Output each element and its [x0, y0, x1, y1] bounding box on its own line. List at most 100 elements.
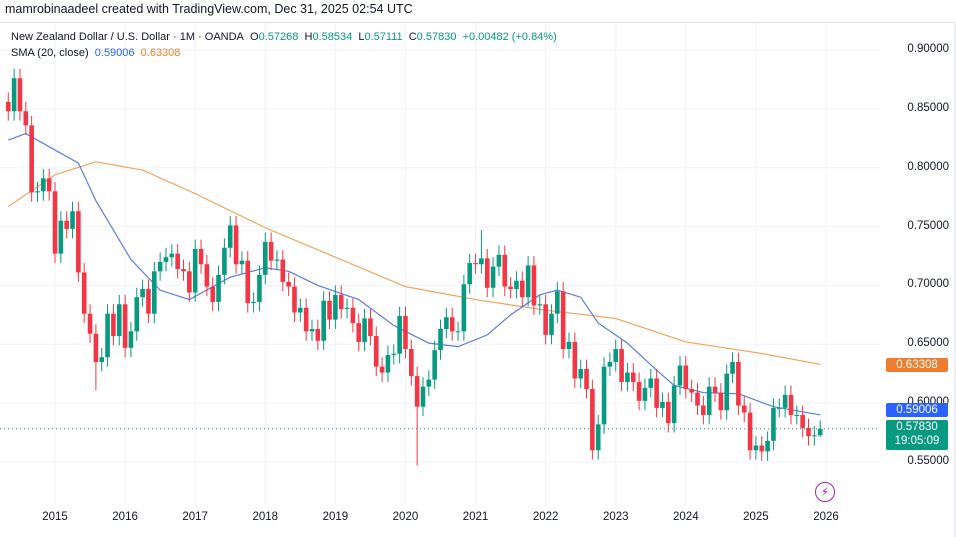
candle-body [169, 253, 175, 258]
candle [654, 369, 659, 418]
candle [642, 378, 648, 411]
candle-body [303, 307, 309, 332]
candle [122, 294, 128, 358]
candle-body [601, 366, 607, 425]
candle-body [41, 178, 46, 192]
candle [181, 259, 186, 281]
candle [788, 385, 794, 425]
candle [420, 377, 426, 417]
candle [216, 265, 221, 312]
time-tick-label: 2025 [743, 511, 769, 523]
candle [724, 364, 730, 420]
candle [17, 68, 23, 121]
candle [741, 396, 747, 422]
sma-label[interactable]: SMA (20, close) [11, 47, 89, 59]
candle [210, 277, 216, 312]
candle-body [216, 274, 221, 302]
candle [578, 359, 583, 388]
candle [373, 326, 379, 377]
candle-body [140, 288, 145, 298]
close-value: 0.57830 [416, 31, 457, 43]
candle-body [473, 263, 478, 265]
sma-slow-price-tag: 0.63308 [886, 358, 948, 372]
candle-body [344, 307, 350, 309]
time-tick-label: 2020 [392, 511, 419, 523]
candle-body [76, 211, 81, 273]
candle-body [338, 294, 344, 309]
candle-body [706, 386, 712, 415]
candle-body [262, 241, 268, 275]
candle-body [356, 323, 362, 342]
candle [128, 321, 134, 358]
candle [794, 405, 800, 425]
candle [455, 321, 461, 341]
candle-body [175, 253, 180, 269]
candle-body [730, 361, 735, 374]
candle [175, 244, 180, 279]
chart-frame[interactable] [0, 22, 955, 537]
candles [5, 68, 823, 466]
time-tick-label: 2019 [322, 511, 349, 523]
candle [280, 250, 286, 292]
candle [479, 230, 484, 274]
candle-body [292, 286, 297, 313]
candle [666, 392, 671, 433]
candle-body [782, 394, 788, 408]
candle [519, 271, 525, 307]
candle-body [23, 111, 29, 126]
candle-body [35, 191, 40, 193]
time-tick-label: 2018 [252, 511, 279, 523]
high-label: H [304, 31, 313, 43]
candle [29, 115, 34, 202]
candle [660, 392, 665, 418]
candle-body [718, 392, 724, 411]
sma-slow-value: 0.63308 [140, 47, 181, 59]
candle-body [572, 341, 578, 379]
symbol-title[interactable]: New Zealand Dollar / U.S. Dollar · 1M · … [11, 31, 244, 43]
candle-body [122, 304, 128, 348]
sma-slow-tag-text: 0.63308 [896, 359, 938, 371]
candle-body [368, 318, 373, 337]
candle-body [484, 258, 490, 288]
candle-body [666, 401, 671, 424]
candle-body [298, 307, 303, 313]
candle [356, 313, 362, 352]
candle-body [239, 260, 245, 265]
candle-body [187, 271, 192, 293]
change-value: +0.00482 (+0.84%) [462, 31, 557, 43]
candle [292, 277, 297, 322]
candle [607, 352, 613, 377]
candle-body [397, 316, 402, 354]
candle [268, 232, 274, 271]
candle-body [689, 389, 694, 393]
candle [467, 253, 473, 294]
candle-body [479, 258, 484, 265]
candle-body [379, 366, 385, 373]
candle [496, 245, 502, 277]
candle [753, 436, 759, 460]
candle [198, 239, 204, 274]
candle [23, 101, 29, 135]
lightning-icon[interactable]: ⚡︎ [815, 482, 835, 502]
candle [81, 263, 87, 324]
candle-body [683, 365, 689, 390]
candle [759, 436, 765, 461]
candle-body [233, 225, 239, 265]
price-tick-label: 0.75000 [907, 219, 949, 232]
candle-body [800, 414, 805, 428]
last-price-tag: 0.57830 19:05:09 [886, 420, 948, 450]
candle-body [105, 313, 110, 358]
candle-body [812, 435, 817, 437]
candle [298, 298, 303, 322]
open-value: 0.57268 [258, 31, 299, 43]
candle [543, 294, 548, 345]
candle [350, 298, 356, 333]
candle [776, 398, 782, 418]
candle [105, 304, 110, 367]
candle-body [286, 281, 291, 287]
candle-body [765, 440, 770, 452]
candle [736, 352, 741, 415]
candle [432, 340, 437, 390]
candle [409, 339, 414, 386]
